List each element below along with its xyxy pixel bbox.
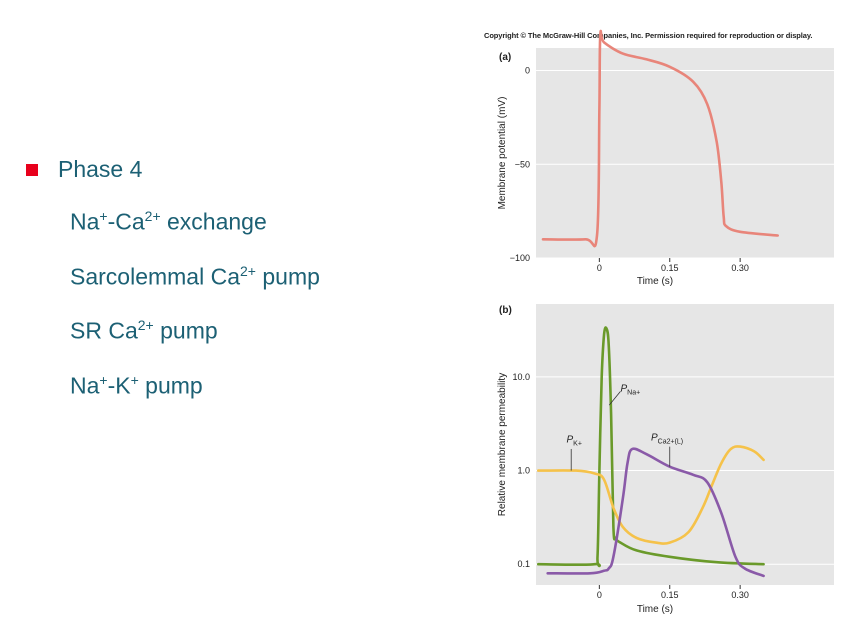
panel-a-x-ticks: 0 0.15 0.30 bbox=[597, 258, 749, 273]
panel-a-y-ticks: 0 −50 −100 bbox=[510, 66, 530, 264]
bullet-main-text: Phase 4 bbox=[58, 156, 143, 182]
series-line-membrane-potential bbox=[541, 29, 779, 248]
series-line-ca2l bbox=[546, 447, 765, 578]
superscript: + bbox=[99, 208, 108, 224]
y-tick-label: −100 bbox=[510, 253, 530, 263]
series-label-leader bbox=[608, 391, 621, 406]
sub-bullet-text: SR Ca bbox=[70, 317, 138, 344]
panel-a-gridlines bbox=[536, 70, 834, 259]
sub-bullet-sarcolemmal-pump: Sarcolemmal Ca2+ pump bbox=[70, 263, 320, 291]
y-tick-label: −50 bbox=[515, 159, 530, 169]
panel-b-x-ticks: 0 0.15 0.30 bbox=[597, 585, 749, 600]
panel-b-series-labels: PNa+ PK+ PCa2+(L) bbox=[567, 383, 683, 471]
series-label: PK+ bbox=[567, 434, 582, 447]
sub-bullet-text: -K bbox=[107, 372, 131, 399]
sub-bullet-text: pump bbox=[138, 372, 203, 399]
y-tick-label: 10.0 bbox=[512, 372, 530, 382]
bullet-phase-4: Phase 4 bbox=[26, 156, 142, 183]
series-line-na bbox=[537, 326, 765, 568]
sub-bullet-text: Sarcolemmal Ca bbox=[70, 263, 240, 290]
bullet-square-icon bbox=[26, 163, 38, 176]
panel-a-x-axis-title: Time (s) bbox=[637, 276, 673, 287]
sub-bullet-text: exchange bbox=[160, 208, 267, 235]
panel-a-letter: (a) bbox=[499, 52, 511, 63]
y-tick-label: 0.1 bbox=[517, 559, 530, 569]
sub-bullet-text: pump bbox=[255, 263, 320, 290]
series-line-k bbox=[537, 445, 765, 545]
sub-bullet-text: pump bbox=[153, 317, 218, 344]
sub-bullet-sr-pump: SR Ca2+ pump bbox=[70, 317, 218, 345]
panel-b: (b) 10.0 1.0 0.1 0 0.15 0.30 Time (s) Relati… bbox=[497, 304, 834, 615]
panel-b-background bbox=[536, 304, 834, 585]
x-tick-label: 0.30 bbox=[731, 590, 749, 600]
panel-b-series bbox=[537, 326, 765, 578]
sub-bullet-na-ca-exchange: Na+-Ca2+ exchange bbox=[70, 208, 267, 236]
sub-bullet-na-k-pump: Na+-K+ pump bbox=[70, 372, 203, 400]
panel-a: (a) 0 −50 −100 0 0.15 0.30 Time (s) Membrane… bbox=[497, 29, 834, 287]
panel-b-x-axis-title: Time (s) bbox=[637, 604, 673, 615]
superscript: + bbox=[130, 372, 139, 388]
series-label: PCa2+(L) bbox=[651, 432, 683, 445]
x-tick-label: 0 bbox=[597, 590, 602, 600]
series-label: PNa+ bbox=[620, 383, 640, 396]
copyright-notice: Copyright © The McGraw-Hill Companies, I… bbox=[484, 31, 813, 40]
y-tick-label: 0 bbox=[525, 66, 530, 76]
panel-a-series bbox=[541, 29, 779, 248]
x-tick-label: 0.30 bbox=[731, 263, 749, 273]
superscript: 2+ bbox=[137, 317, 154, 333]
x-tick-label: 0.15 bbox=[661, 263, 679, 273]
sub-bullet-text: Na bbox=[70, 372, 100, 399]
x-tick-label: 0.15 bbox=[661, 590, 679, 600]
superscript: + bbox=[99, 372, 108, 388]
panel-a-y-axis-title: Membrane potential (mV) bbox=[497, 97, 508, 210]
superscript: 2+ bbox=[144, 208, 161, 224]
x-tick-label: 0 bbox=[597, 263, 602, 273]
y-tick-label: 1.0 bbox=[517, 466, 530, 476]
sub-bullet-text: -Ca bbox=[107, 208, 145, 235]
panel-b-y-ticks: 10.0 1.0 0.1 bbox=[512, 372, 530, 569]
sub-bullet-text: Na bbox=[70, 208, 100, 235]
superscript: 2+ bbox=[240, 263, 256, 279]
panel-b-y-axis-title: Relative membrane permeability bbox=[497, 373, 508, 516]
panel-a-background bbox=[536, 48, 834, 258]
bullet-list: Phase 4 Na+-Ca2+ exchange Sarcolemmal Ca… bbox=[26, 156, 320, 400]
panel-b-letter: (b) bbox=[499, 305, 512, 316]
